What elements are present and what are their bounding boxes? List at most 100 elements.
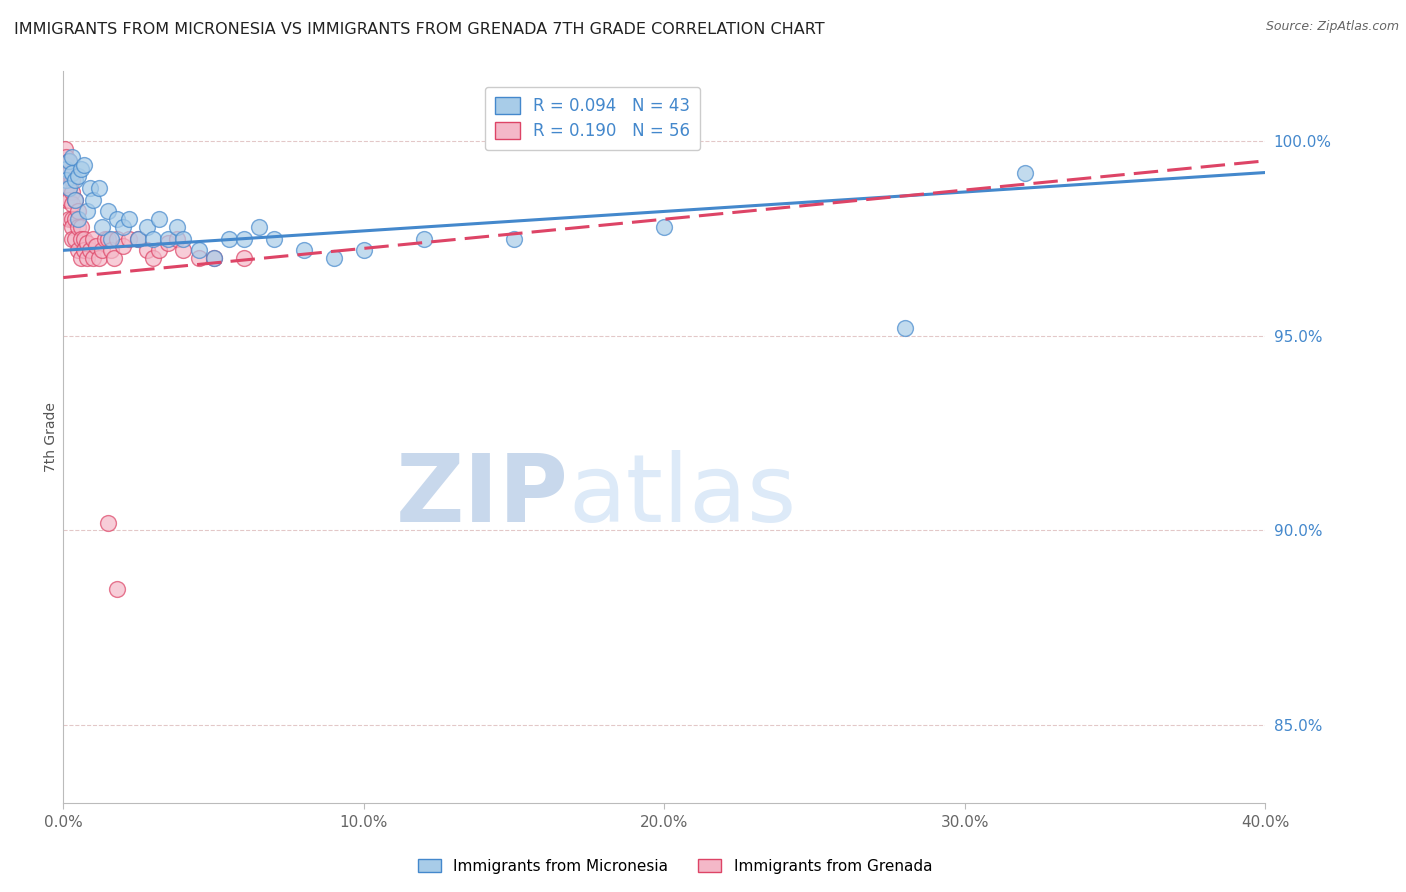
- Point: [76, 251, 98, 265]
- Point: [127, 232, 149, 246]
- Point: [894, 321, 917, 335]
- Point: [60, 173, 83, 187]
- Point: [127, 232, 149, 246]
- Point: [89, 251, 111, 265]
- Text: atlas: atlas: [568, 450, 796, 541]
- Point: [1014, 165, 1036, 179]
- Point: [67, 169, 90, 184]
- Point: [232, 251, 254, 265]
- Text: IMMIGRANTS FROM MICRONESIA VS IMMIGRANTS FROM GRENADA 7TH GRADE CORRELATION CHAR: IMMIGRANTS FROM MICRONESIA VS IMMIGRANTS…: [14, 22, 825, 37]
- Point: [60, 196, 83, 211]
- Point: [187, 244, 209, 258]
- Point: [60, 212, 83, 227]
- Point: [58, 181, 80, 195]
- Text: ZIP: ZIP: [395, 450, 568, 541]
- Point: [232, 232, 254, 246]
- Point: [60, 185, 83, 199]
- Point: [55, 150, 77, 164]
- Point: [166, 232, 188, 246]
- Point: [58, 193, 80, 207]
- Point: [60, 165, 83, 179]
- Point: [166, 219, 188, 234]
- Point: [55, 173, 77, 187]
- Point: [55, 193, 77, 207]
- Point: [187, 251, 209, 265]
- Point: [58, 165, 80, 179]
- Point: [82, 232, 104, 246]
- Point: [67, 212, 90, 227]
- Point: [73, 244, 96, 258]
- Point: [103, 251, 125, 265]
- Point: [100, 244, 122, 258]
- Point: [60, 219, 83, 234]
- Point: [55, 161, 77, 176]
- Legend: Immigrants from Micronesia, Immigrants from Grenada: Immigrants from Micronesia, Immigrants f…: [412, 853, 938, 880]
- Point: [247, 219, 270, 234]
- Point: [67, 219, 90, 234]
- Point: [100, 232, 122, 246]
- Point: [94, 232, 117, 246]
- Point: [172, 244, 194, 258]
- Point: [67, 204, 90, 219]
- Point: [55, 165, 77, 179]
- Point: [58, 153, 80, 168]
- Point: [58, 212, 80, 227]
- Point: [112, 219, 135, 234]
- Point: [65, 212, 87, 227]
- Point: [202, 251, 225, 265]
- Point: [76, 204, 98, 219]
- Point: [91, 219, 114, 234]
- Point: [65, 193, 87, 207]
- Point: [70, 219, 93, 234]
- Point: [53, 142, 76, 156]
- Point: [70, 251, 93, 265]
- Point: [652, 219, 676, 234]
- Point: [503, 232, 526, 246]
- Point: [55, 173, 77, 187]
- Y-axis label: 7th Grade: 7th Grade: [44, 402, 58, 472]
- Point: [202, 251, 225, 265]
- Legend: R = 0.094   N = 43, R = 0.190   N = 56: R = 0.094 N = 43, R = 0.190 N = 56: [485, 87, 700, 150]
- Point: [65, 232, 87, 246]
- Point: [148, 244, 170, 258]
- Point: [58, 181, 80, 195]
- Point: [60, 150, 83, 164]
- Point: [413, 232, 436, 246]
- Point: [55, 158, 77, 172]
- Point: [157, 232, 180, 246]
- Point: [58, 153, 80, 168]
- Point: [91, 244, 114, 258]
- Point: [353, 244, 375, 258]
- Text: Source: ZipAtlas.com: Source: ZipAtlas.com: [1265, 20, 1399, 33]
- Point: [118, 232, 141, 246]
- Point: [86, 239, 108, 253]
- Point: [157, 235, 180, 250]
- Point: [322, 251, 344, 265]
- Point: [70, 232, 93, 246]
- Point: [76, 235, 98, 250]
- Point: [67, 244, 90, 258]
- Point: [82, 193, 104, 207]
- Point: [89, 181, 111, 195]
- Point: [73, 158, 96, 172]
- Point: [105, 232, 128, 246]
- Point: [97, 516, 120, 530]
- Point: [97, 204, 120, 219]
- Point: [292, 244, 315, 258]
- Point: [73, 232, 96, 246]
- Point: [82, 251, 104, 265]
- Point: [172, 232, 194, 246]
- Point: [142, 232, 165, 246]
- Point: [218, 232, 240, 246]
- Point: [136, 219, 159, 234]
- Point: [55, 181, 77, 195]
- Point: [148, 212, 170, 227]
- Point: [136, 244, 159, 258]
- Point: [79, 244, 101, 258]
- Point: [70, 161, 93, 176]
- Point: [65, 193, 87, 207]
- Point: [97, 232, 120, 246]
- Point: [105, 212, 128, 227]
- Point: [112, 239, 135, 253]
- Point: [65, 173, 87, 187]
